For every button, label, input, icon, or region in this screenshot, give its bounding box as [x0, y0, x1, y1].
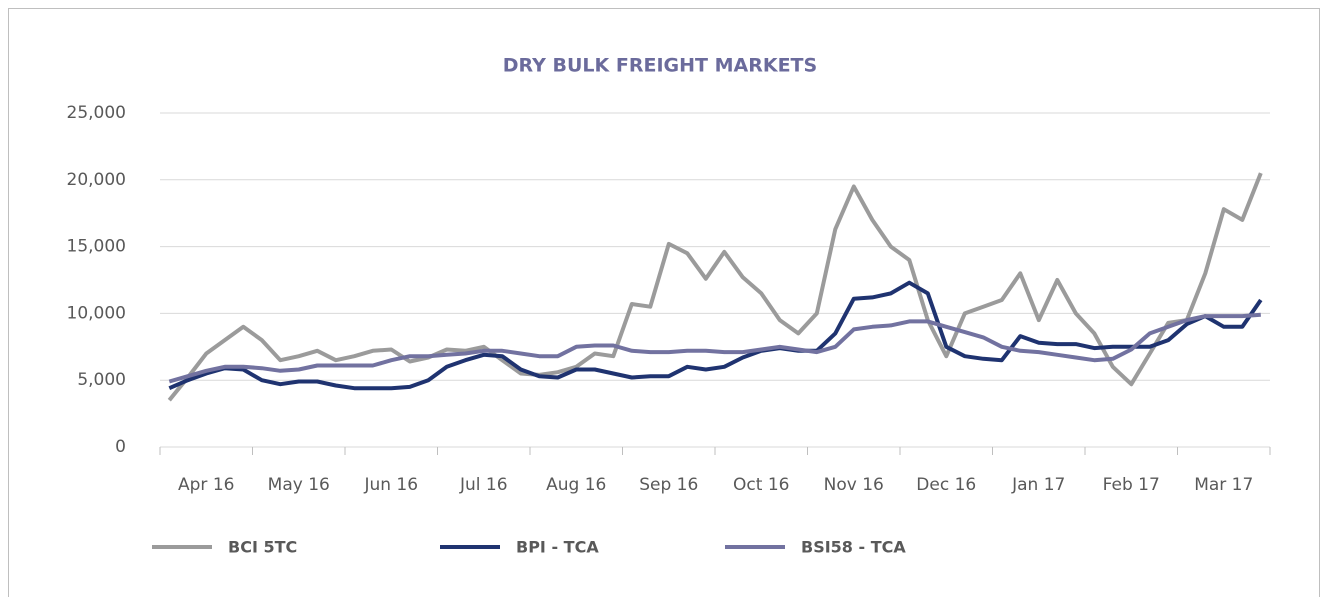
- x-tick-label: Sep 16: [639, 475, 698, 495]
- x-tick-label: Jan 17: [1011, 475, 1065, 495]
- legend-label: BSI58 - TCA: [801, 538, 906, 557]
- y-tick-label: 20,000: [67, 170, 126, 190]
- y-tick-label: 10,000: [67, 303, 126, 323]
- x-tick-label: Oct 16: [733, 475, 789, 495]
- y-tick-label: 0: [115, 437, 126, 457]
- x-tick-label: Aug 16: [546, 475, 606, 495]
- frame: [8, 8, 1320, 597]
- x-tick-label: Dec 16: [916, 475, 976, 495]
- series-line: [168, 280, 1263, 391]
- y-tick-label: 15,000: [67, 237, 126, 257]
- y-tick-label: 25,000: [67, 103, 126, 123]
- y-tick-label: 5,000: [77, 370, 126, 390]
- legend-label: BCI 5TC: [228, 538, 297, 557]
- x-tick-label: Apr 16: [178, 475, 234, 495]
- x-tick-label: Jun 16: [363, 475, 418, 495]
- series-line: [167, 172, 1263, 402]
- x-tick-label: Mar 17: [1194, 475, 1253, 495]
- legend-label: BPI - TCA: [516, 538, 599, 557]
- x-tick-label: May 16: [268, 475, 330, 495]
- x-tick-label: Nov 16: [824, 475, 884, 495]
- chart-title: DRY BULK FREIGHT MARKETS: [503, 55, 817, 77]
- series-line: [168, 312, 1261, 384]
- x-tick-label: Jul 16: [459, 475, 508, 495]
- x-tick-label: Feb 17: [1103, 475, 1160, 495]
